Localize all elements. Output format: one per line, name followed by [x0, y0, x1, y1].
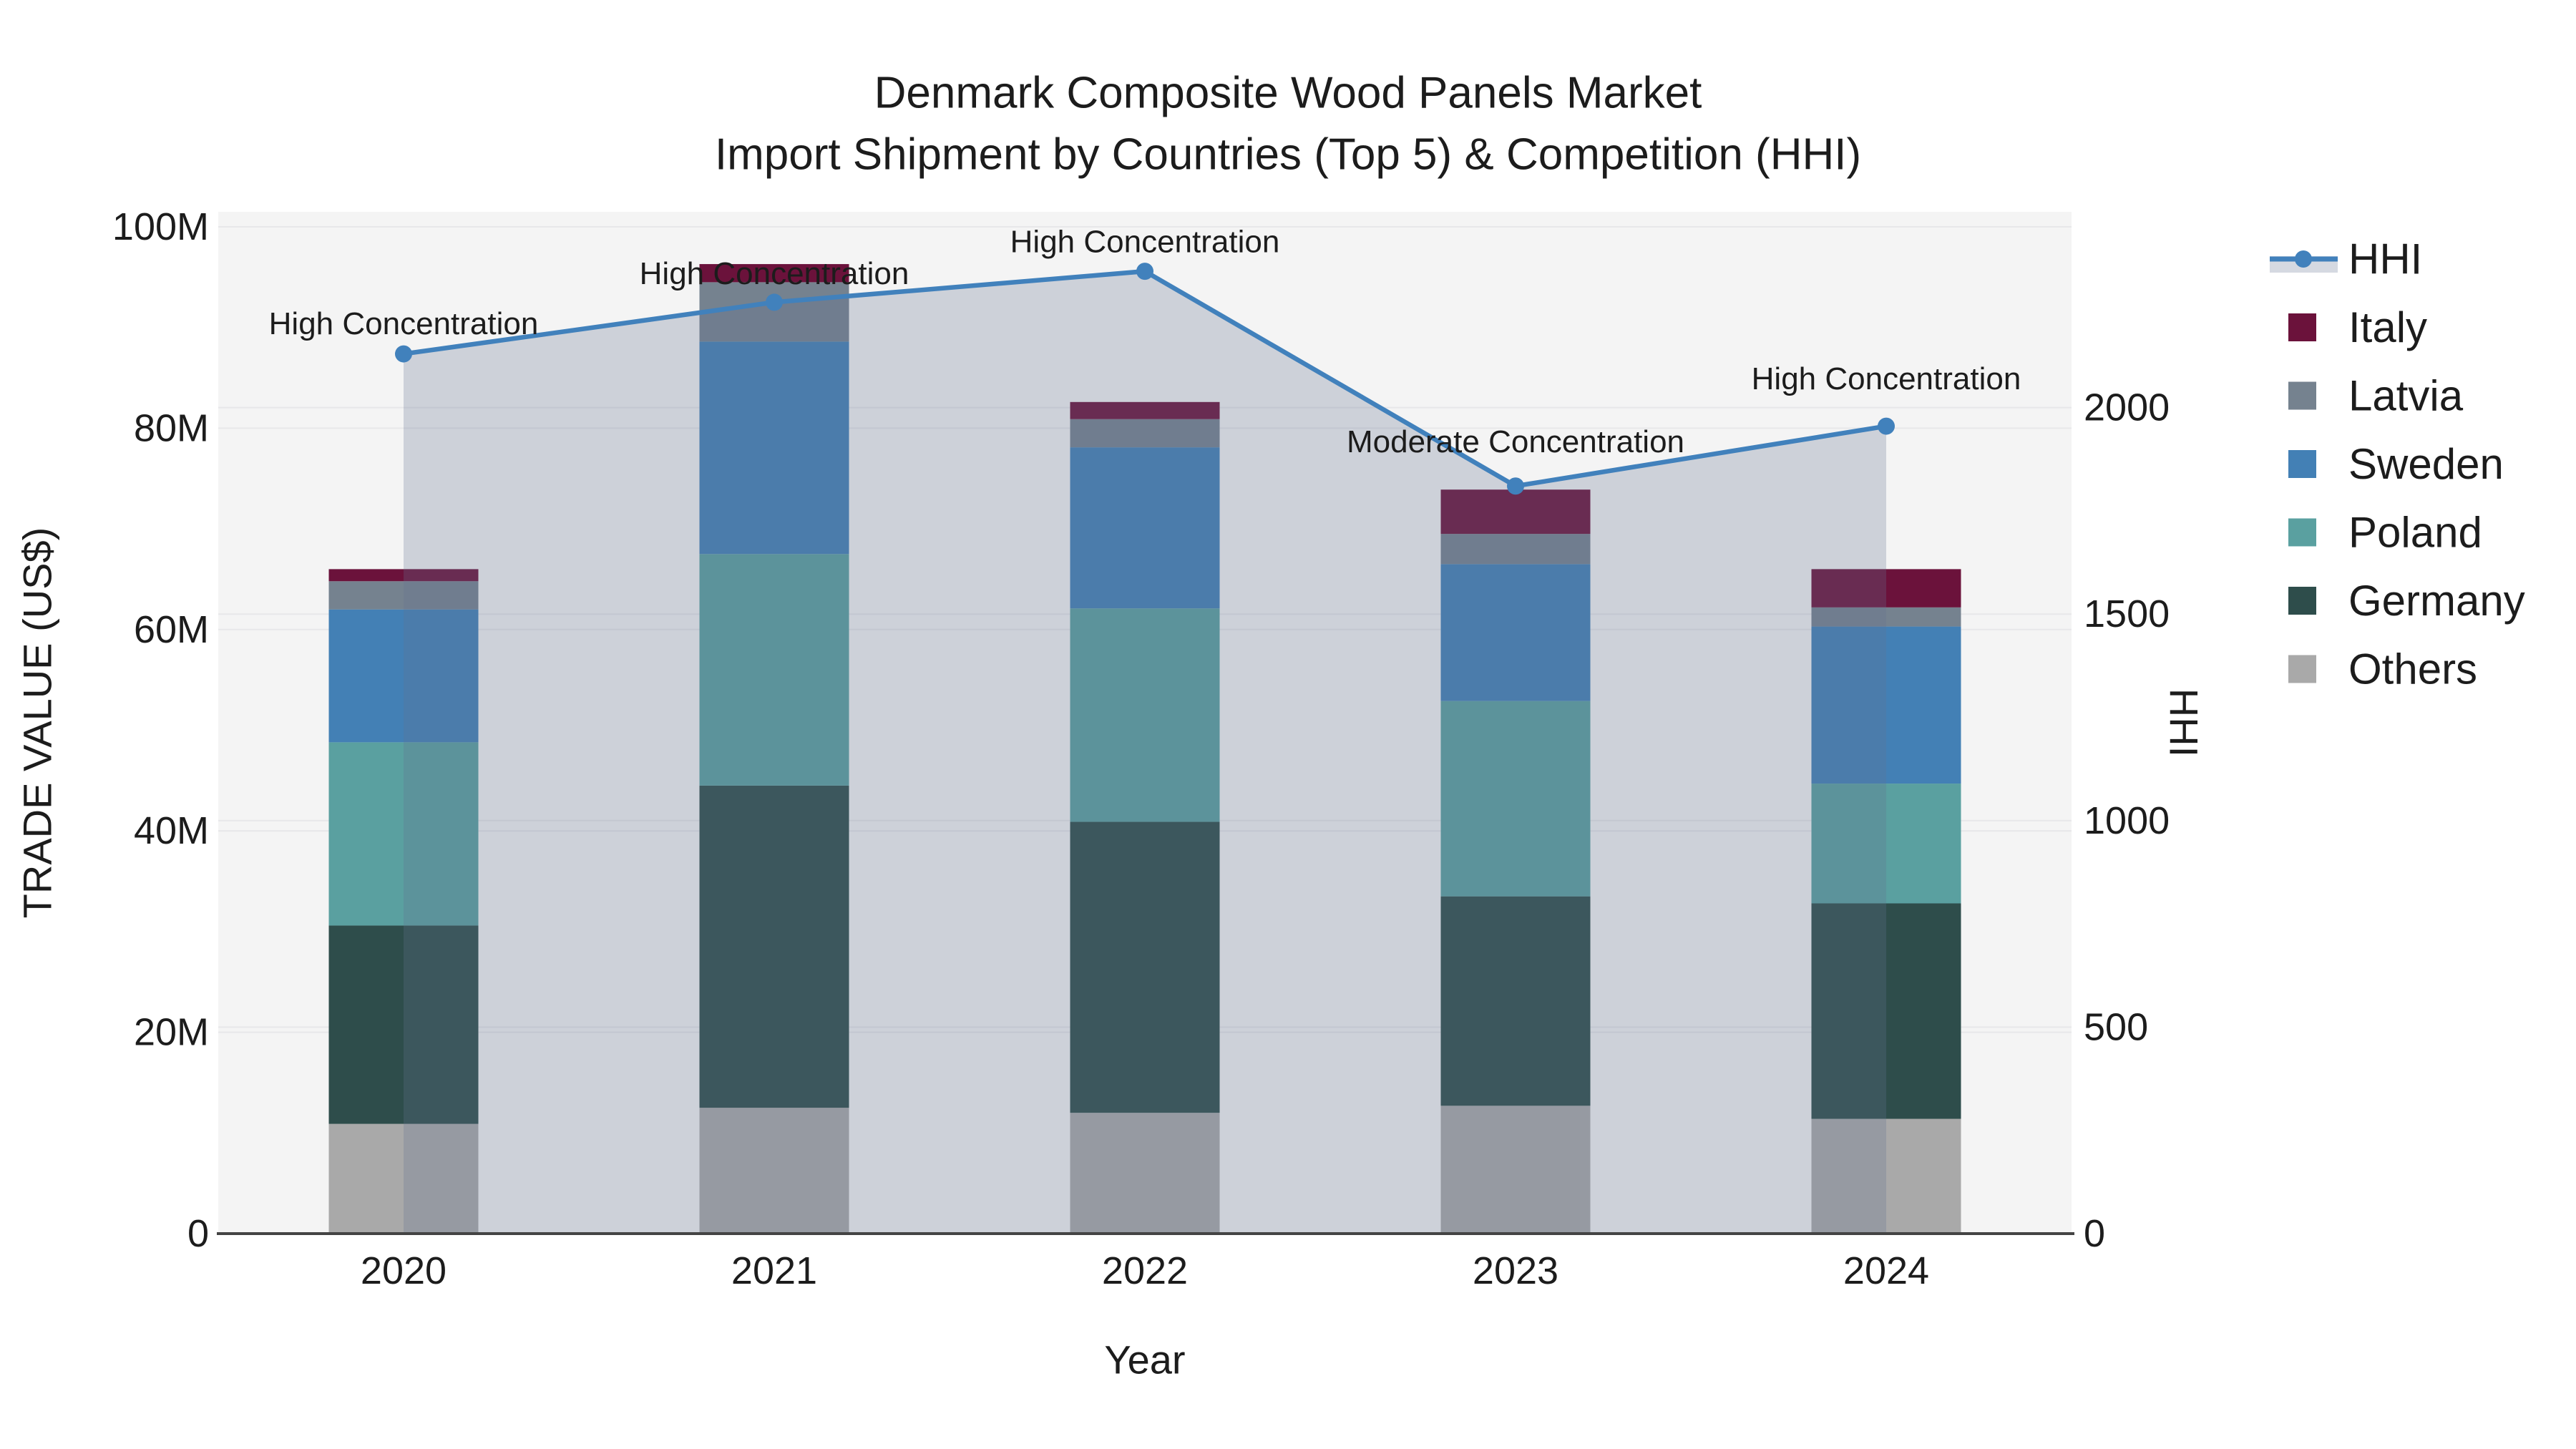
- hhi-marker-2020[interactable]: [395, 345, 412, 363]
- bar-segment-sweden-2024[interactable]: [1811, 626, 1961, 784]
- legend-swatch-others: [2288, 655, 2316, 683]
- bar-segment-others-2020[interactable]: [328, 1123, 479, 1234]
- chart-title-line2: Import Shipment by Countries (Top 5) & C…: [715, 130, 1861, 180]
- bar-segment-sweden-2020[interactable]: [328, 609, 479, 743]
- legend-item-others[interactable]: Others: [2288, 645, 2477, 693]
- bar-segment-latvia-2024[interactable]: [1811, 607, 1961, 627]
- bar-segment-latvia-2020[interactable]: [328, 581, 479, 610]
- hhi-marker-2024[interactable]: [1878, 417, 1895, 435]
- y-left-tick-label: 40M: [134, 809, 209, 852]
- legend-item-italy[interactable]: Italy: [2288, 303, 2427, 351]
- y-right-tick-label: 0: [2084, 1212, 2105, 1255]
- hhi-marker-2022[interactable]: [1136, 263, 1153, 280]
- legend-item-latvia[interactable]: Latvia: [2288, 372, 2464, 420]
- legend-label-latvia: Latvia: [2348, 372, 2464, 420]
- legend-swatch-germany: [2288, 587, 2316, 615]
- bar-segment-germany-2020[interactable]: [328, 925, 479, 1124]
- bar-segment-poland-2024[interactable]: [1811, 784, 1961, 904]
- bar-segment-italy-2024[interactable]: [1811, 569, 1961, 608]
- x-tick-labels: 2020 2021 2022 2023 2024: [361, 1249, 1929, 1292]
- y-left-axis-title: TRADE VALUE (US$): [15, 527, 60, 919]
- legend-hhi-marker-sample: [2295, 250, 2312, 268]
- bar-segment-poland-2021[interactable]: [699, 554, 849, 786]
- bar-segment-others-2021[interactable]: [699, 1108, 849, 1234]
- y-left-tick-labels: 0 20M 40M 60M 80M 100M: [112, 205, 209, 1255]
- legend-item-sweden[interactable]: Sweden: [2288, 440, 2504, 488]
- bar-segment-sweden-2021[interactable]: [699, 341, 849, 555]
- bar-segment-latvia-2023[interactable]: [1440, 534, 1591, 565]
- y-left-tick-label: 60M: [134, 608, 209, 651]
- legend-swatch-latvia: [2288, 381, 2316, 410]
- annotation-2020: High Concentration: [269, 306, 539, 341]
- bar-segment-germany-2023[interactable]: [1440, 896, 1591, 1106]
- bar-segment-italy-2021[interactable]: [699, 264, 849, 283]
- legend-swatch-sweden: [2288, 450, 2316, 478]
- bar-segment-germany-2021[interactable]: [699, 785, 849, 1108]
- bar-segment-germany-2022[interactable]: [1070, 821, 1220, 1113]
- bar-segment-italy-2020[interactable]: [328, 569, 479, 582]
- x-tick-label: 2024: [1843, 1249, 1929, 1292]
- bar-segment-sweden-2023[interactable]: [1440, 564, 1591, 701]
- y-right-tick-labels: 0 500 1000 1500 2000: [2084, 386, 2170, 1255]
- legend-item-poland[interactable]: Poland: [2288, 509, 2482, 557]
- x-axis-title: Year: [1104, 1337, 1185, 1382]
- y-left-tick-label: 100M: [112, 205, 209, 248]
- x-tick-label: 2022: [1102, 1249, 1188, 1292]
- stacked-bars: [328, 264, 1961, 1234]
- y-right-axis-title: HHI: [2162, 688, 2207, 757]
- annotation-2021: High Concentration: [640, 256, 909, 291]
- bar-segment-others-2024[interactable]: [1811, 1118, 1961, 1234]
- legend-label-hhi: HHI: [2348, 235, 2422, 283]
- legend-label-germany: Germany: [2348, 577, 2525, 625]
- y-left-tick-label: 20M: [134, 1011, 209, 1054]
- legend-swatch-poland: [2288, 518, 2316, 547]
- legend: HHI Italy Latvia Sweden Poland Germany Others: [2270, 235, 2525, 693]
- x-tick-label: 2023: [1473, 1249, 1558, 1292]
- legend-label-italy: Italy: [2348, 303, 2427, 351]
- bar-segment-poland-2023[interactable]: [1440, 701, 1591, 897]
- bar-segment-poland-2020[interactable]: [328, 742, 479, 926]
- legend-item-germany[interactable]: Germany: [2288, 577, 2525, 625]
- chart-title-line1: Denmark Composite Wood Panels Market: [874, 69, 1702, 118]
- hhi-marker-2023[interactable]: [1507, 477, 1524, 495]
- bar-segment-latvia-2022[interactable]: [1070, 419, 1220, 448]
- bar-segment-germany-2024[interactable]: [1811, 903, 1961, 1119]
- bar-segment-italy-2022[interactable]: [1070, 401, 1220, 419]
- y-right-tick-label: 1000: [2084, 799, 2170, 842]
- bar-segment-sweden-2022[interactable]: [1070, 447, 1220, 609]
- legend-label-sweden: Sweden: [2348, 440, 2504, 488]
- legend-item-hhi[interactable]: HHI: [2270, 235, 2422, 283]
- bar-segment-others-2023[interactable]: [1440, 1106, 1591, 1234]
- legend-label-others: Others: [2348, 645, 2477, 693]
- bar-segment-poland-2022[interactable]: [1070, 608, 1220, 822]
- annotation-2024: High Concentration: [1752, 361, 2021, 396]
- hhi-area-polygon: [404, 271, 1886, 1234]
- concentration-annotations: High Concentration High Concentration High…: [269, 225, 2021, 459]
- y-left-tick-label: 0: [187, 1212, 209, 1255]
- x-tick-label: 2021: [731, 1249, 817, 1292]
- y-right-tick-label: 1500: [2084, 592, 2170, 635]
- y-right-tick-label: 2000: [2084, 386, 2170, 429]
- y-right-tick-label: 500: [2084, 1005, 2148, 1048]
- hhi-area-fill: [404, 271, 1886, 1234]
- bar-segment-latvia-2021[interactable]: [699, 282, 849, 342]
- legend-swatch-italy: [2288, 313, 2316, 341]
- legend-label-poland: Poland: [2348, 509, 2482, 557]
- bar-segment-others-2022[interactable]: [1070, 1113, 1220, 1234]
- x-tick-label: 2020: [361, 1249, 447, 1292]
- hhi-marker-2021[interactable]: [766, 293, 783, 311]
- y-left-tick-label: 80M: [134, 406, 209, 449]
- bar-segment-italy-2023[interactable]: [1440, 489, 1591, 535]
- annotation-2023: Moderate Concentration: [1347, 424, 1684, 459]
- hhi-line-series: [395, 263, 1895, 495]
- annotation-2022: High Concentration: [1010, 225, 1280, 260]
